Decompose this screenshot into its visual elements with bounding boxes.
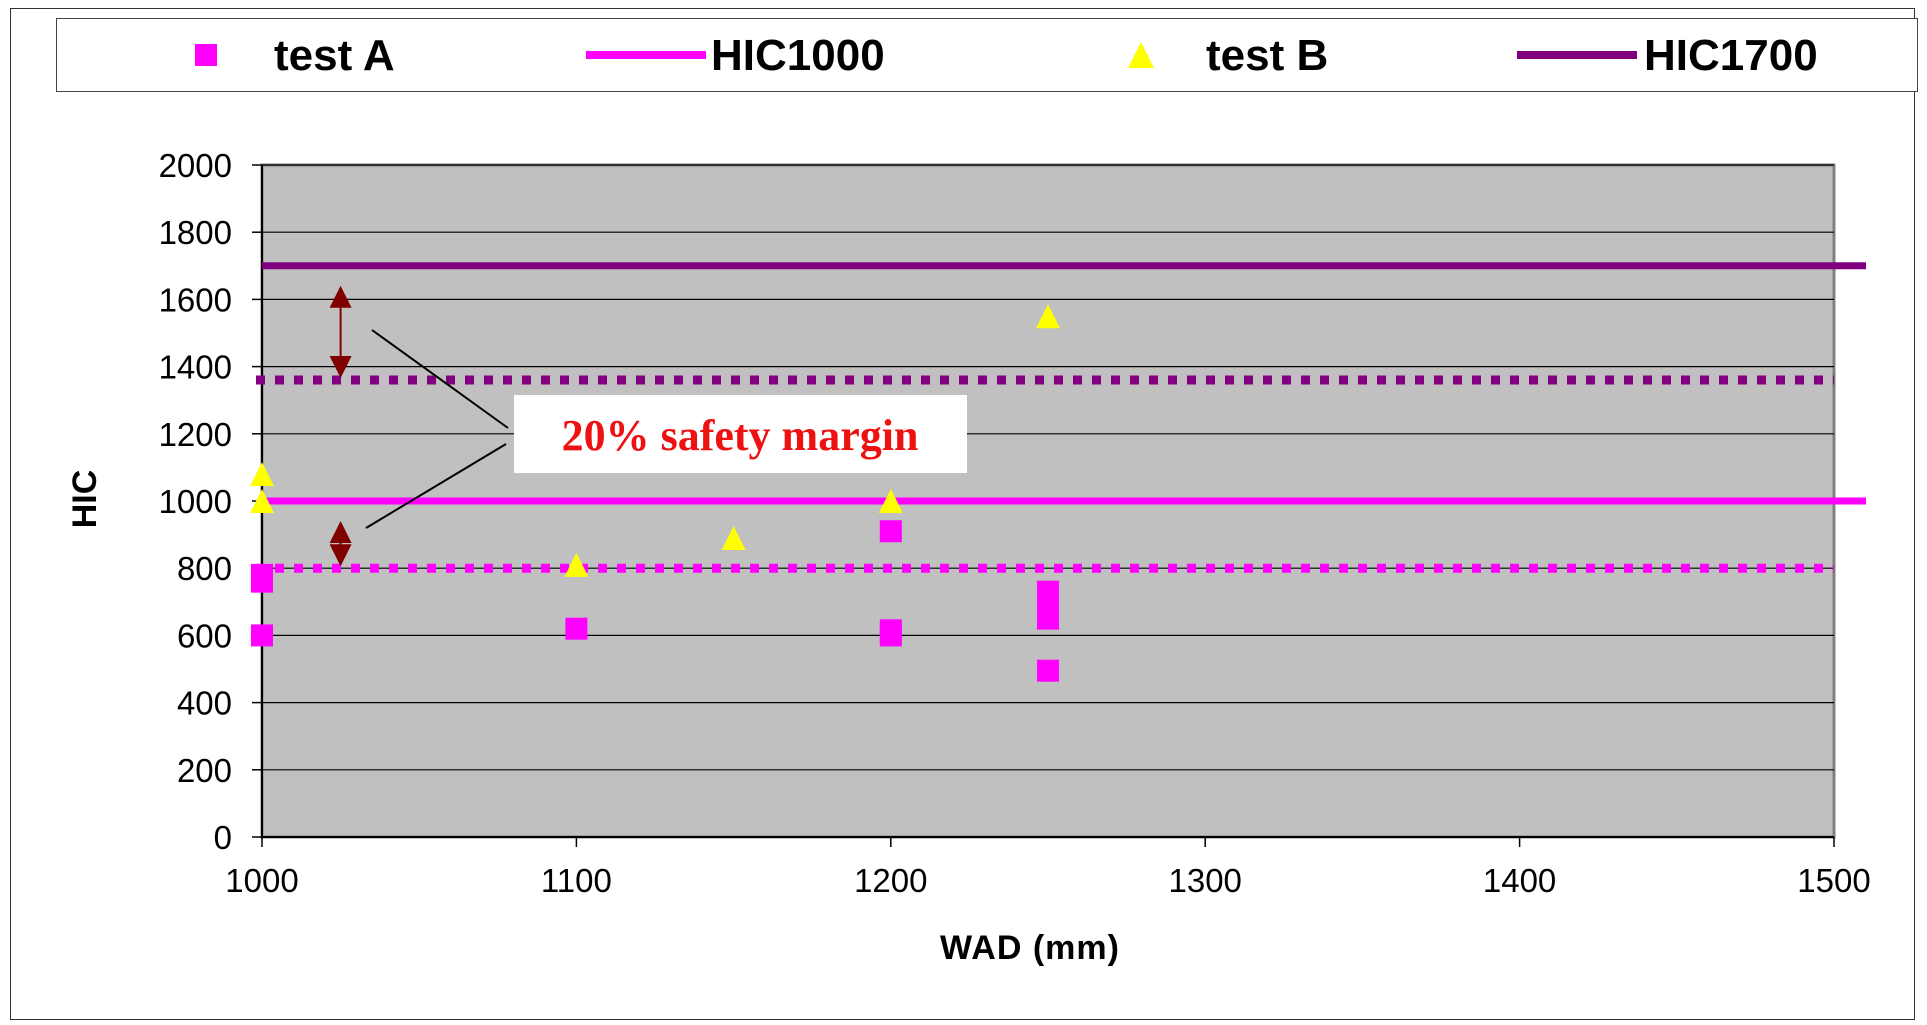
point-test-a: [1037, 659, 1059, 682]
legend-marker-test-a: [195, 44, 217, 66]
point-test-b: [250, 462, 274, 487]
point-test-a: [251, 624, 273, 647]
legend-label: test B: [1206, 31, 1328, 80]
y-tick-label: 0: [214, 819, 232, 856]
point-test-a: [1037, 580, 1059, 603]
point-test-a: [565, 617, 588, 640]
y-tick-label: 400: [177, 685, 232, 722]
x-tick-label: 1500: [1797, 862, 1870, 899]
y-tick-label: 600: [177, 617, 232, 654]
x-axis-title: WAD (mm): [940, 929, 1120, 967]
legend-label: HIC1000: [711, 31, 885, 80]
point-test-b: [721, 525, 746, 550]
margin-arrow-head: [329, 356, 352, 379]
x-tick-label: 1100: [541, 862, 612, 899]
point-test-a: [879, 520, 902, 543]
x-tick-label: 1300: [1168, 862, 1241, 899]
margin-arrow-head: [329, 544, 352, 567]
y-tick-label: 1400: [159, 349, 232, 386]
x-tick-label: 1000: [225, 862, 298, 899]
point-test-a: [251, 563, 273, 586]
annotation-text: 20% safety margin: [562, 411, 919, 460]
legend-marker-test-b: [1128, 42, 1154, 68]
point-test-a: [1037, 607, 1059, 630]
point-test-b: [878, 489, 903, 513]
y-tick-label: 1200: [159, 416, 232, 453]
y-axis-title: HIC: [66, 470, 104, 529]
point-test-b: [1036, 304, 1060, 329]
y-tick-label: 2000: [159, 147, 232, 184]
y-tick-label: 200: [177, 752, 232, 789]
legend-label: HIC1700: [1644, 31, 1818, 80]
legend-label: test A: [274, 31, 395, 80]
margin-arrow-head: [329, 285, 352, 308]
y-tick-label: 1000: [159, 483, 232, 520]
point-test-b: [250, 489, 274, 513]
y-tick-label: 1600: [159, 281, 232, 318]
annotation-box: [514, 395, 967, 473]
x-tick-label: 1400: [1483, 862, 1556, 899]
annotation-leader: [371, 329, 509, 429]
annotation-leader: [365, 443, 507, 529]
x-tick-label: 1200: [854, 862, 927, 899]
point-test-a: [879, 619, 902, 642]
point-test-b: [564, 552, 589, 577]
y-tick-label: 800: [177, 550, 232, 587]
y-tick-label: 1800: [159, 214, 232, 251]
margin-arrow-head: [329, 521, 352, 543]
